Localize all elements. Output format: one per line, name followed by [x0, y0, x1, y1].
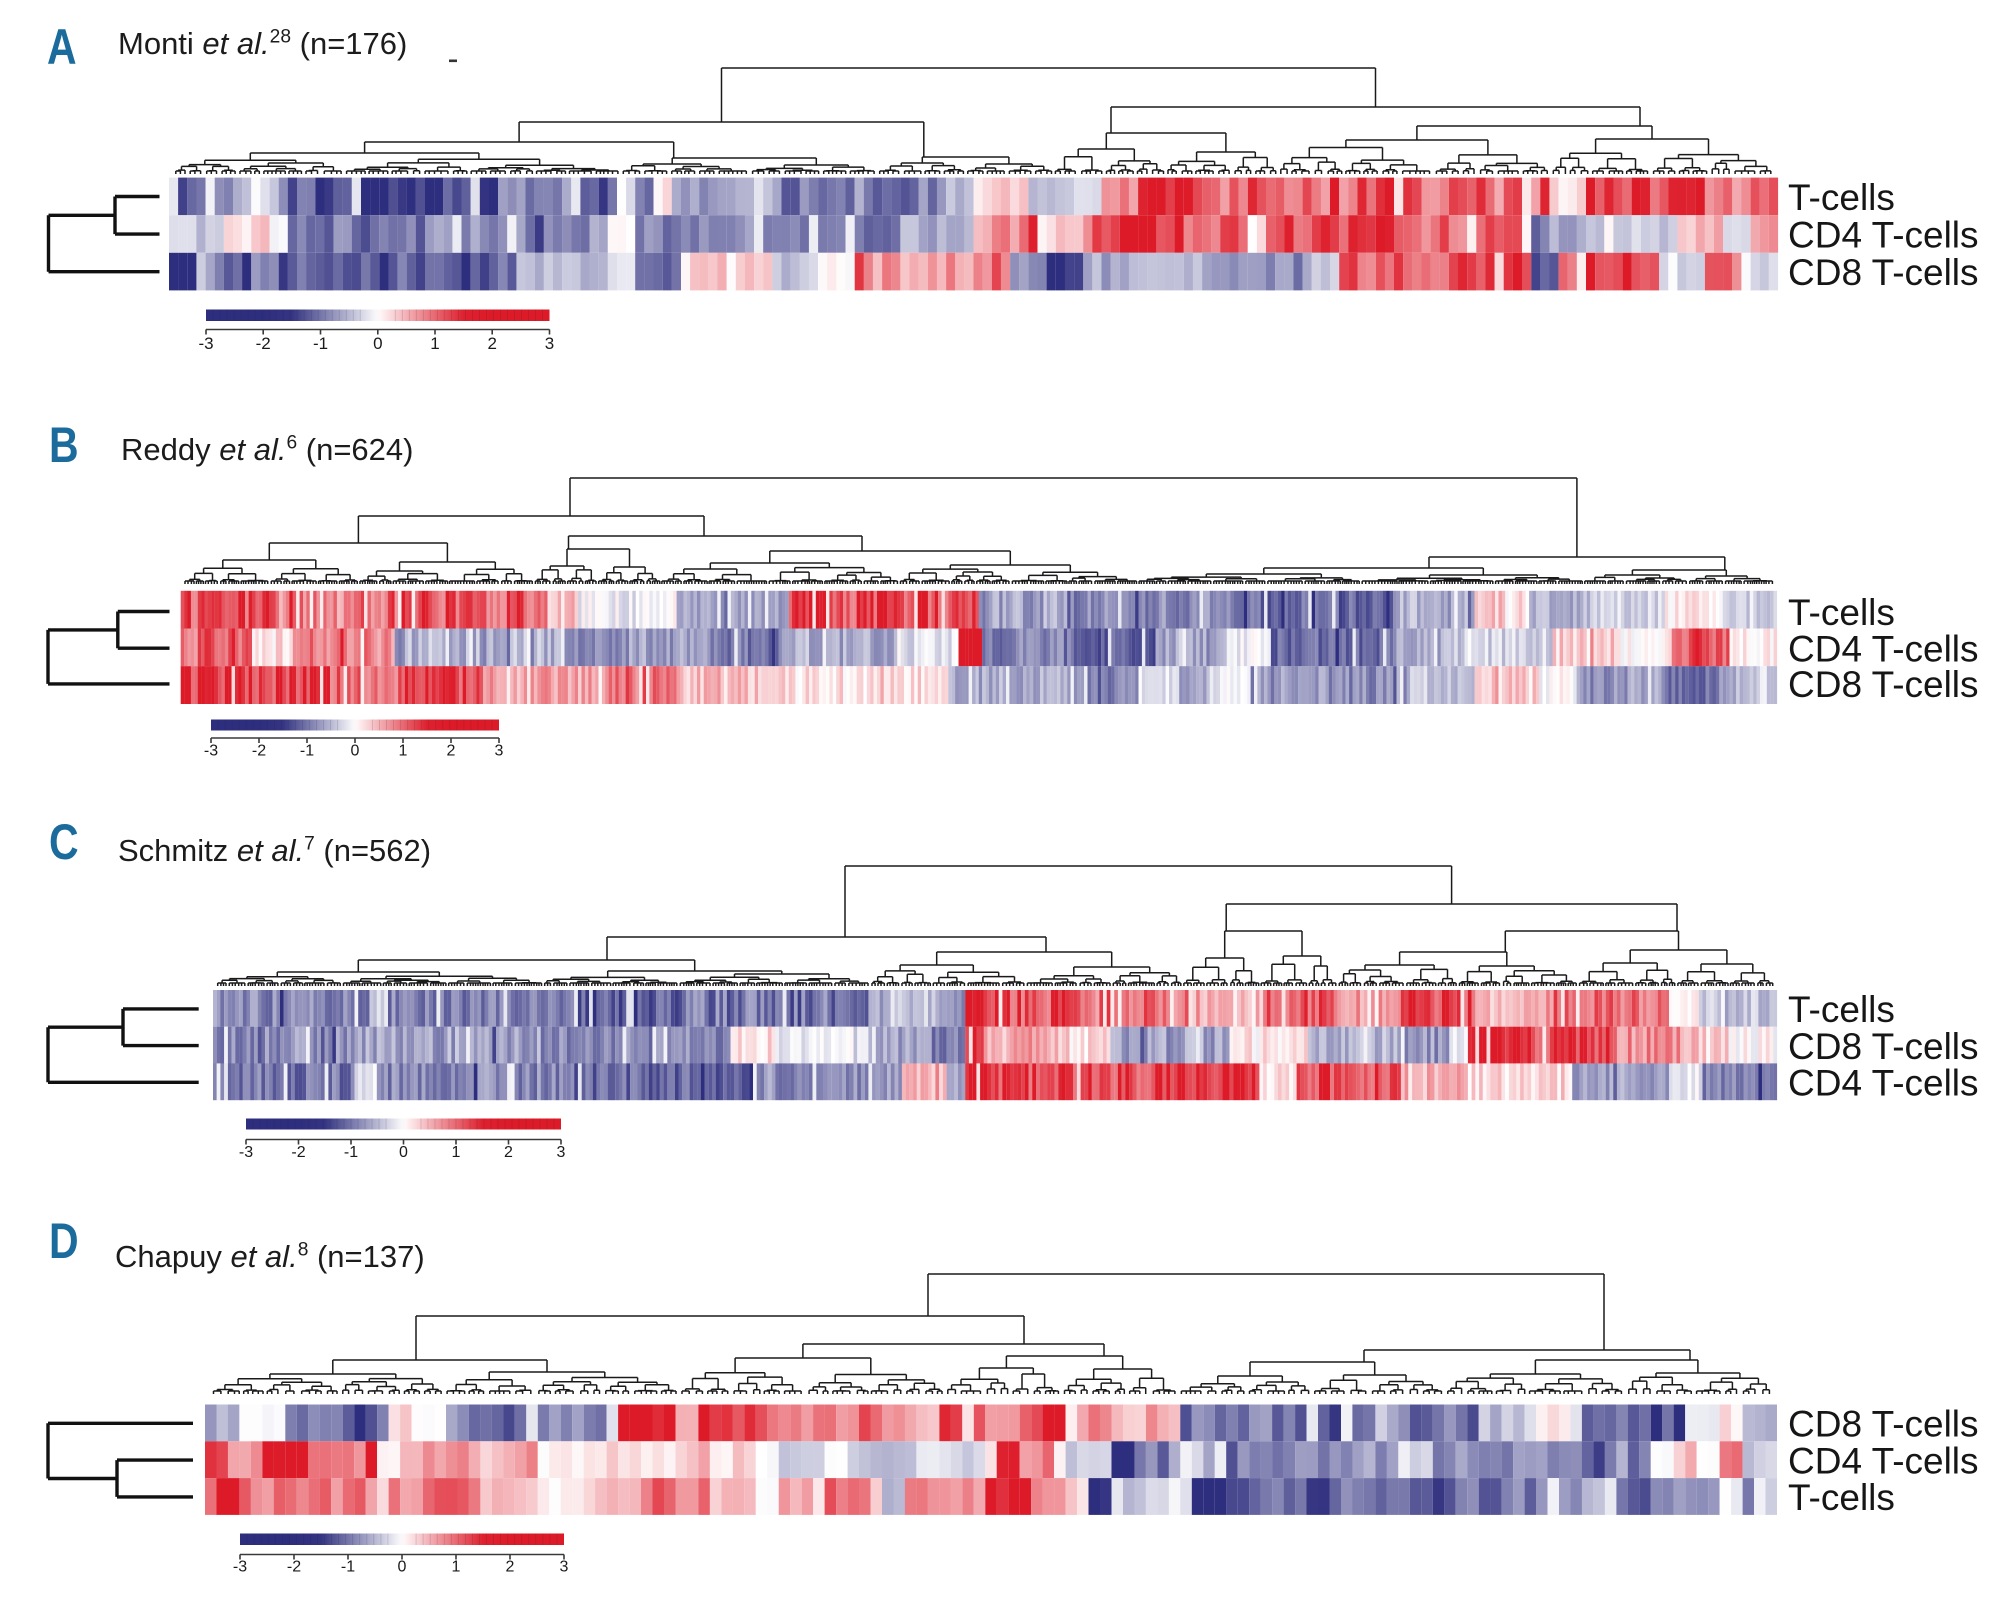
svg-text:2: 2 — [506, 1559, 515, 1576]
svg-text:2: 2 — [447, 743, 456, 760]
svg-text:1: 1 — [452, 1559, 461, 1576]
svg-text:-2: -2 — [256, 334, 271, 353]
svg-text:-1: -1 — [341, 1559, 355, 1576]
svg-text:CD4 T-cells: CD4 T-cells — [1788, 629, 1979, 670]
svg-text:-3: -3 — [233, 1559, 247, 1576]
svg-text:-3: -3 — [198, 334, 213, 353]
svg-text:0: 0 — [399, 1144, 408, 1161]
svg-text:CD4 T-cells: CD4 T-cells — [1788, 1063, 1979, 1104]
svg-text:-1: -1 — [300, 743, 314, 760]
svg-text:1: 1 — [399, 743, 408, 760]
svg-text:T-cells: T-cells — [1788, 989, 1895, 1030]
svg-text:-3: -3 — [204, 743, 218, 760]
svg-text:0: 0 — [398, 1559, 407, 1576]
svg-text:CD8 T-cells: CD8 T-cells — [1788, 1026, 1979, 1067]
svg-text:0: 0 — [351, 743, 360, 760]
svg-text:3: 3 — [545, 334, 554, 353]
svg-text:2: 2 — [487, 334, 496, 353]
svg-text:T-cells: T-cells — [1788, 592, 1895, 633]
svg-text:1: 1 — [430, 334, 439, 353]
svg-text:1: 1 — [452, 1144, 461, 1161]
svg-text:T-cells: T-cells — [1788, 1477, 1895, 1518]
svg-text:-2: -2 — [252, 743, 266, 760]
svg-text:-1: -1 — [344, 1144, 358, 1161]
svg-text:CD4 T-cells: CD4 T-cells — [1788, 214, 1979, 255]
svg-text:3: 3 — [557, 1144, 566, 1161]
svg-text:CD8 T-cells: CD8 T-cells — [1788, 252, 1979, 293]
svg-text:0: 0 — [373, 334, 382, 353]
svg-text:CD8 T-cells: CD8 T-cells — [1788, 1404, 1979, 1445]
svg-text:-3: -3 — [239, 1144, 253, 1161]
svg-text:CD8 T-cells: CD8 T-cells — [1788, 664, 1979, 705]
svg-text:CD4 T-cells: CD4 T-cells — [1788, 1440, 1979, 1481]
svg-text:3: 3 — [495, 743, 504, 760]
svg-text:-1: -1 — [313, 334, 328, 353]
svg-text:2: 2 — [504, 1144, 513, 1161]
svg-text:-2: -2 — [287, 1559, 301, 1576]
svg-text:T-cells: T-cells — [1788, 177, 1895, 218]
svg-text:-2: -2 — [291, 1144, 305, 1161]
svg-text:3: 3 — [560, 1559, 569, 1576]
